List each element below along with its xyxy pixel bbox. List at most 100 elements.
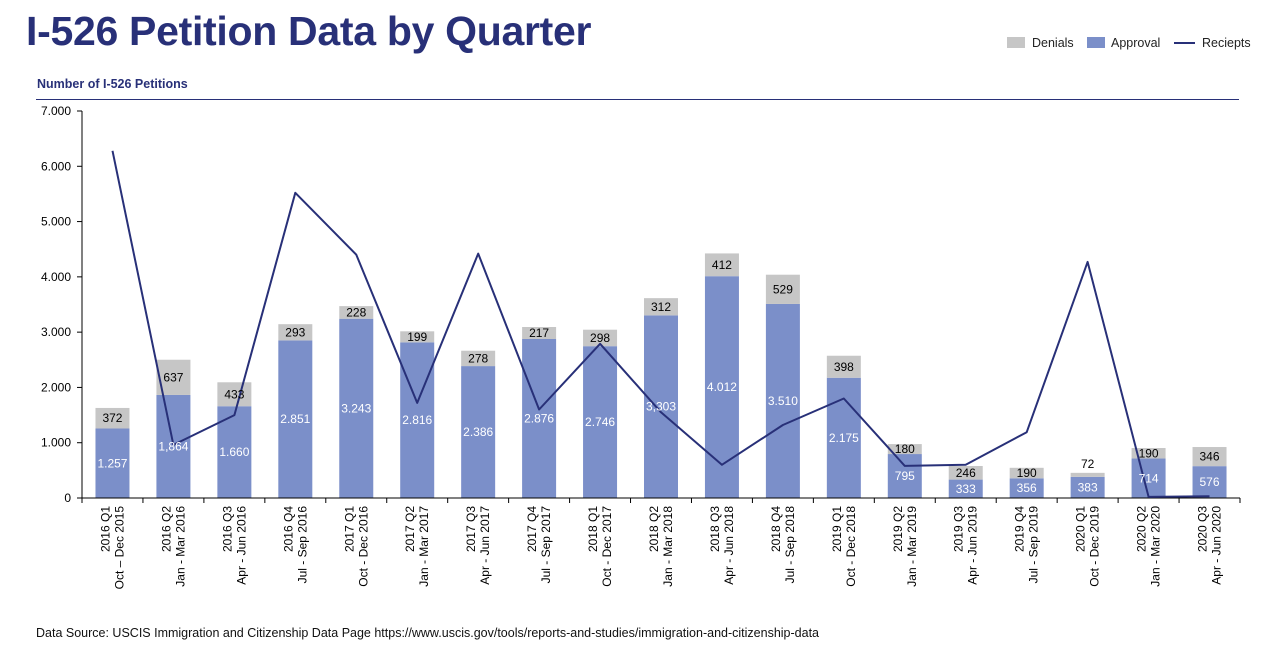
chart-area: 0 1.000 2.000 3.000 4.000 5.000 6.000 7.000 1.25… <box>41 104 1241 589</box>
x-tick-label-range: Jan - Mar 2018 <box>661 506 675 587</box>
data-label-approval: 2.175 <box>829 431 859 445</box>
x-tick-label-range: Jul - Sep 2018 <box>783 506 797 584</box>
data-label-approval: 383 <box>1078 480 1098 494</box>
data-label-approval: 1.257 <box>97 456 127 470</box>
bar-approval <box>704 276 739 498</box>
bar-denials <box>1009 467 1044 479</box>
bar-approval <box>461 366 496 498</box>
x-tick-label-quarter: 2018 Q1 <box>586 506 600 552</box>
x-tick-label-quarter: 2016 Q4 <box>281 506 295 552</box>
data-label-denials: 199 <box>407 330 427 344</box>
chart-title: I-526 Petition Data by Quarter <box>26 8 592 54</box>
legend-label-approval: Approval <box>1111 36 1161 50</box>
x-tick-label-range: Apr - Jun 2020 <box>1210 506 1224 585</box>
bar-approval <box>1009 478 1044 498</box>
data-label-approval: 2.746 <box>585 415 615 429</box>
bar-denials <box>400 331 435 343</box>
bar-denials <box>461 350 496 367</box>
line-receipts <box>111 150 1210 498</box>
data-label-denials: 217 <box>529 326 549 340</box>
x-tick-label-range: Oct - Dec 2017 <box>600 506 614 587</box>
bar-denials <box>644 298 678 316</box>
y-tick-label: 5.000 <box>41 215 71 229</box>
x-tick-label-range: Oct - Dec 2018 <box>844 506 858 587</box>
data-label-denials: 312 <box>651 300 671 314</box>
data-label-denials: 346 <box>1200 450 1220 464</box>
x-tick-label-quarter: 2017 Q1 <box>342 506 356 552</box>
data-label-denials: 298 <box>590 331 610 345</box>
legend-label-denials: Denials <box>1032 36 1074 50</box>
data-source-note: Data Source: USCIS Immigration and Citiz… <box>36 626 819 640</box>
y-tick-label: 2.000 <box>41 380 71 394</box>
data-label-approval: 1.660 <box>219 445 249 459</box>
data-label-denials: 637 <box>163 370 183 384</box>
bar-denials <box>1192 447 1227 467</box>
bar-approval <box>156 394 191 498</box>
bar-denials <box>278 324 313 341</box>
data-label-approval: 2.816 <box>402 413 432 427</box>
data-label-approval: 2.876 <box>524 411 554 425</box>
bar-denials <box>217 382 252 407</box>
x-tick-label-range: Oct - Dec 2019 <box>1088 506 1102 587</box>
x-tick-label-quarter: 2017 Q2 <box>403 506 417 552</box>
bar-approval <box>339 318 374 498</box>
data-label-denials: 433 <box>224 387 244 401</box>
data-label-denials: 412 <box>712 258 732 272</box>
bar-approval <box>948 479 983 498</box>
x-tick-label-range: Jul - Sep 2016 <box>295 506 309 584</box>
x-tick-label-range: Jan - Mar 2016 <box>173 506 187 587</box>
x-tick-label-quarter: 2016 Q1 <box>98 506 112 552</box>
legend-swatch-approval <box>1087 37 1105 48</box>
x-tick-label-range: Jul - Sep 2019 <box>1027 506 1041 584</box>
bar-denials <box>765 274 800 304</box>
bar-approval <box>95 428 130 498</box>
x-tick-label-quarter: 2018 Q3 <box>708 506 722 552</box>
data-label-approval: 3.243 <box>341 401 371 415</box>
y-axis-title: Number of I-526 Petitions <box>37 77 188 91</box>
data-label-denials: 72 <box>1081 457 1095 471</box>
x-tick-label-quarter: 2018 Q4 <box>769 506 783 552</box>
x-tick-label-quarter: 2019 Q2 <box>891 506 905 552</box>
legend-swatch-denials <box>1007 37 1025 48</box>
data-label-approval: 4.012 <box>707 380 737 394</box>
bar-approval <box>887 454 922 498</box>
y-tick-label: 4.000 <box>41 270 71 284</box>
data-label-approval: 3.510 <box>768 394 798 408</box>
x-tick-label-range: Apr - Jun 2017 <box>478 506 492 585</box>
data-label-approval: 795 <box>895 469 915 483</box>
data-label-denials: 278 <box>468 351 488 365</box>
data-label-denials: 372 <box>102 411 122 425</box>
bar-approval <box>644 315 678 498</box>
bar-approval <box>400 342 435 498</box>
data-label-approval: 1,864 <box>158 439 188 453</box>
bar-approval <box>1192 466 1227 498</box>
x-tick-label-quarter: 2019 Q3 <box>952 506 966 552</box>
bar-denials <box>1131 448 1166 459</box>
data-label-approval: 2.386 <box>463 425 493 439</box>
bar-denials <box>583 329 618 347</box>
x-tick-label-range: Apr - Jun 2018 <box>722 506 736 585</box>
y-tick-label: 3.000 <box>41 325 71 339</box>
x-tick-label-quarter: 2017 Q4 <box>525 506 539 552</box>
bar-denials <box>887 444 922 455</box>
legend-line-receipts <box>1174 42 1195 44</box>
bar-denials <box>948 465 983 480</box>
bar-denials <box>339 306 374 319</box>
x-tick-label-quarter: 2020 Q1 <box>1074 506 1088 552</box>
data-label-approval: 356 <box>1017 481 1037 495</box>
x-tick-label-quarter: 2018 Q2 <box>647 506 661 552</box>
data-label-approval: 2.851 <box>280 412 310 426</box>
data-label-denials: 246 <box>956 466 976 480</box>
x-tick-label-range: Jan - Mar 2020 <box>1149 506 1163 587</box>
title-divider <box>36 99 1239 100</box>
bar-approval <box>522 338 557 498</box>
bar-denials <box>1070 472 1105 477</box>
data-label-approval: 714 <box>1139 471 1159 485</box>
data-label-denials: 228 <box>346 305 366 319</box>
x-tick-label-range: Apr - Jun 2019 <box>966 506 980 585</box>
bar-approval <box>278 340 313 498</box>
x-tick-label-quarter: 2016 Q3 <box>220 506 234 552</box>
x-tick-label-quarter: 2019 Q1 <box>830 506 844 552</box>
data-label-approval: 3,303 <box>646 400 676 414</box>
x-tick-label-quarter: 2020 Q2 <box>1135 506 1149 552</box>
